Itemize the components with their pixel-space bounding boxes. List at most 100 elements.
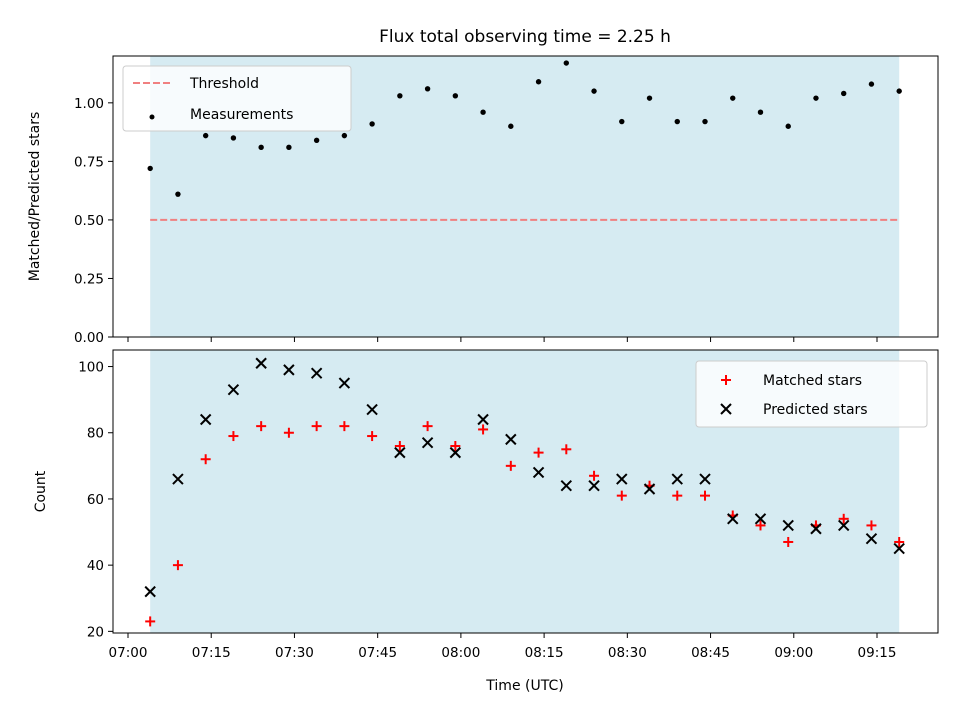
- measurement-point: [286, 144, 292, 151]
- bottom-y-axis-label: Count: [33, 470, 49, 512]
- matched-marker: [721, 375, 731, 385]
- top-y-tick-label: 0.25: [74, 271, 104, 287]
- measurement-point: [369, 121, 375, 127]
- measurement-point: [175, 191, 181, 197]
- bottom-y-tick-label: 20: [87, 624, 104, 640]
- predicted-star-point: [727, 513, 739, 525]
- top-legend: Threshold Measurements: [122, 65, 352, 132]
- x-tick-label: 09:15: [858, 645, 897, 661]
- predicted-star-point: [671, 473, 683, 485]
- legend-measurements-label: Measurements: [190, 107, 293, 123]
- matched-star-point: [450, 440, 461, 451]
- top-y-tick-label: 0.75: [74, 154, 104, 170]
- predicted-star-point: [532, 466, 545, 479]
- measurement-point: [785, 123, 791, 129]
- x-tick-label: 09:00: [774, 645, 813, 661]
- predicted-star-point: [338, 377, 351, 389]
- matched-star-point: [283, 427, 294, 438]
- matched-star-point: [616, 490, 627, 501]
- measurement-point: [868, 81, 875, 87]
- measurement-point: [702, 118, 708, 125]
- measurement-point: [841, 90, 847, 97]
- x-tick-label: 08:45: [691, 645, 730, 661]
- legend-predicted-label: Predicted stars: [763, 402, 868, 418]
- top-y-tick-label: 0.50: [74, 213, 104, 229]
- bottom-legend: Matched stars Predicted stars: [695, 360, 928, 428]
- measurement-point: [896, 88, 902, 94]
- count-series: [144, 357, 905, 627]
- matched-star-point: [228, 431, 239, 442]
- predicted-star-point: [227, 384, 240, 396]
- matched-star-point: [172, 560, 183, 571]
- predicted-star-point: [310, 367, 323, 379]
- matched-star-point: [672, 490, 683, 501]
- ratio-series: [147, 60, 902, 221]
- measurement-point: [619, 118, 625, 125]
- matched-star-point: [838, 513, 849, 524]
- measurement-point: [757, 109, 764, 115]
- matched-star-point: [367, 431, 378, 442]
- predicted-star-point: [144, 585, 156, 598]
- legend-predicted-swatch: [720, 403, 732, 415]
- legend-matched-swatch: [721, 375, 731, 385]
- matched-star-point: [700, 490, 711, 501]
- predicted-star-point: [754, 513, 767, 525]
- top-legend-box: [122, 65, 352, 132]
- measurement-point: [674, 118, 680, 125]
- predicted-star-point: [560, 480, 573, 492]
- top-y-axis-label: Matched/Predicted stars: [27, 112, 43, 282]
- matched-star-point: [339, 421, 350, 432]
- measurement-point: [313, 137, 320, 143]
- x-tick-label: 08:00: [441, 645, 480, 661]
- top-y-tick-label: 0.00: [74, 330, 104, 346]
- measurement-point: [452, 93, 459, 99]
- top-y-ticks: 0.00 0.25 0.50 0.75 1.00: [74, 96, 113, 346]
- matched-star-point: [755, 520, 766, 531]
- matched-star-point: [422, 421, 433, 432]
- predicted-star-point: [366, 403, 378, 416]
- bottom-axes-frame: [112, 349, 939, 634]
- predicted-star-point: [505, 433, 517, 446]
- count-panel: 20 40 60 80 100 07:00 07:15 07:30 07:45 08:00 08:…: [33, 349, 939, 694]
- predicted-star-point: [782, 519, 794, 532]
- top-y-tick-label: 1.00: [74, 96, 104, 112]
- predicted-star-point: [838, 519, 850, 532]
- measurement-point: [813, 95, 819, 101]
- ratio-panel: Flux total observing time = 2.25 h 0.000…: [27, 27, 939, 346]
- measurement-point: [397, 93, 403, 99]
- measurement-point: [591, 88, 597, 94]
- measurement-point: [508, 123, 514, 129]
- bottom-y-ticks: 20 40 60 80 100: [78, 360, 113, 640]
- matched-star-point: [783, 536, 794, 547]
- matched-star-point: [894, 536, 905, 547]
- predicted-star-point: [616, 473, 628, 485]
- measurement-point: [202, 132, 209, 139]
- predicted-star-point: [172, 473, 184, 485]
- predicted-star-point: [199, 413, 212, 426]
- predicted-star-point: [893, 542, 905, 555]
- predicted-star-point: [865, 532, 878, 545]
- measurement-point: [535, 79, 542, 85]
- predicted-star-point: [477, 413, 489, 426]
- measurement-point: [258, 144, 264, 151]
- matched-star-point: [200, 454, 211, 465]
- matched-star-point: [311, 421, 322, 432]
- matched-star-point: [866, 520, 877, 531]
- bottom-x-ticks: 07:00 07:15 07:30 07:45 08:00 08:15 08:30 08:45…: [109, 633, 897, 661]
- measurement-point: [646, 95, 653, 101]
- measurement-point: [480, 109, 486, 115]
- top-axes-frame: [112, 55, 939, 338]
- matched-star-point: [505, 460, 516, 471]
- predicted-star-point: [810, 523, 822, 535]
- matched-star-point: [561, 444, 572, 455]
- measurement-point: [424, 86, 431, 92]
- x-tick-label: 07:30: [275, 645, 314, 661]
- matched-star-point: [256, 421, 267, 432]
- measurement-point: [730, 95, 736, 101]
- legend-matched-label: Matched stars: [763, 373, 862, 389]
- matched-star-point: [589, 470, 600, 481]
- predicted-star-point: [449, 446, 462, 459]
- x-axis-label: Time (UTC): [485, 678, 563, 694]
- bottom-y-tick-label: 100: [78, 360, 104, 376]
